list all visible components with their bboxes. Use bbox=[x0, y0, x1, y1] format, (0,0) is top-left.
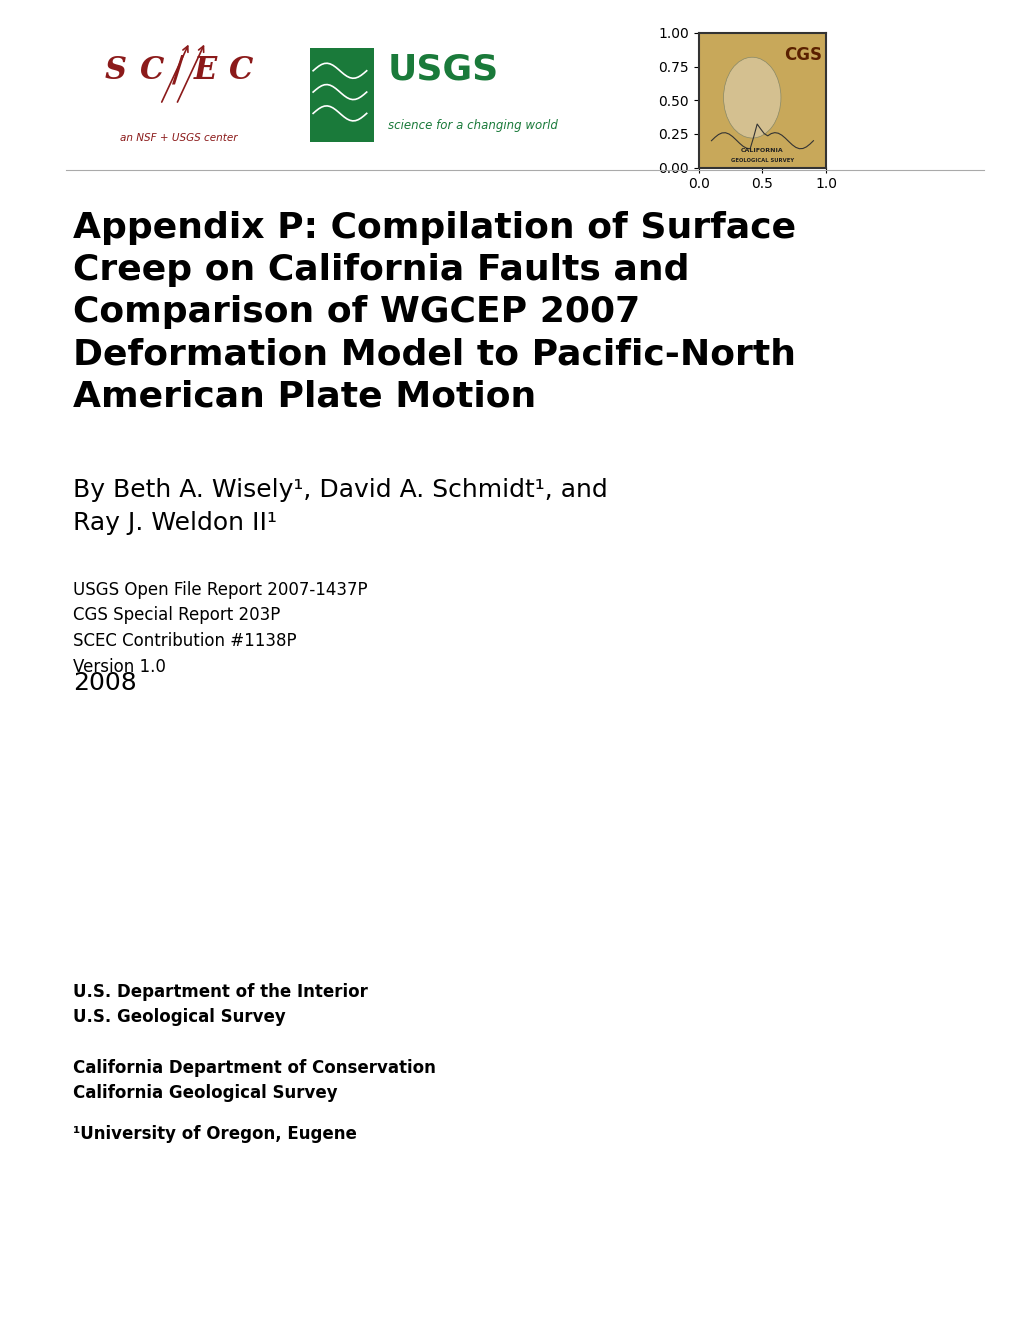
Text: S: S bbox=[105, 55, 126, 86]
Text: /: / bbox=[172, 54, 184, 87]
Text: U.S. Department of the Interior
U.S. Geological Survey: U.S. Department of the Interior U.S. Geo… bbox=[73, 983, 368, 1027]
Text: CGS: CGS bbox=[784, 46, 821, 65]
Bar bbox=[310, 49, 373, 143]
Text: USGS: USGS bbox=[387, 53, 499, 87]
Text: CALIFORNIA: CALIFORNIA bbox=[741, 148, 783, 153]
Text: California Department of Conservation
California Geological Survey: California Department of Conservation Ca… bbox=[73, 1059, 436, 1102]
Text: 2008: 2008 bbox=[73, 671, 138, 694]
Text: USGS Open File Report 2007-1437P
CGS Special Report 203P
SCEC Contribution #1138: USGS Open File Report 2007-1437P CGS Spe… bbox=[73, 581, 368, 676]
Text: GEOLOGICAL SURVEY: GEOLOGICAL SURVEY bbox=[731, 158, 793, 164]
Text: E: E bbox=[194, 55, 217, 86]
Text: By Beth A. Wisely¹, David A. Schmidt¹, and
Ray J. Weldon II¹: By Beth A. Wisely¹, David A. Schmidt¹, a… bbox=[73, 478, 607, 536]
Text: ¹University of Oregon, Eugene: ¹University of Oregon, Eugene bbox=[73, 1125, 357, 1143]
Text: Appendix P: Compilation of Surface
Creep on California Faults and
Comparison of : Appendix P: Compilation of Surface Creep… bbox=[73, 211, 796, 413]
Text: science for a changing world: science for a changing world bbox=[387, 119, 557, 132]
Text: C: C bbox=[140, 55, 163, 86]
Text: C: C bbox=[229, 55, 253, 86]
Text: an NSF + USGS center: an NSF + USGS center bbox=[119, 133, 237, 144]
Ellipse shape bbox=[722, 57, 781, 139]
